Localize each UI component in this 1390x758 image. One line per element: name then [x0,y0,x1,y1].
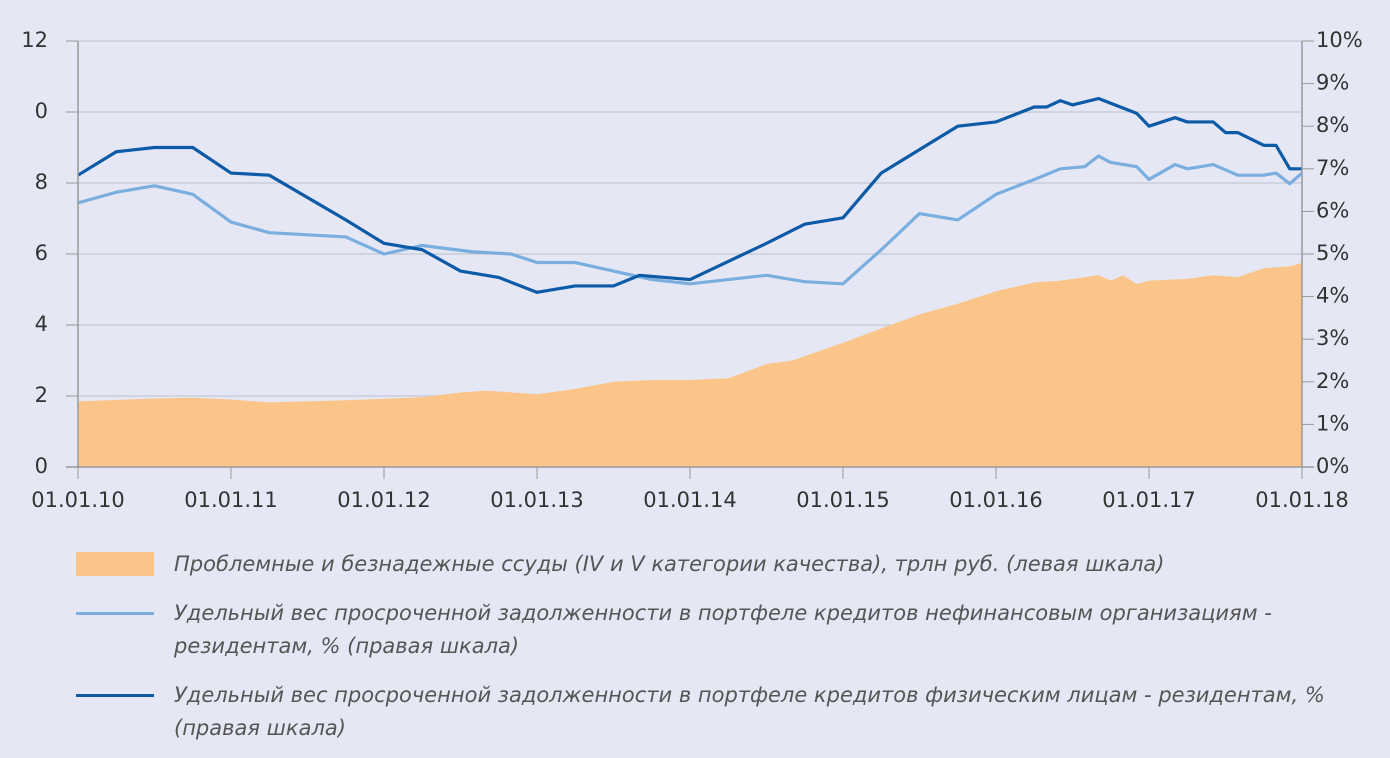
y-tick-label: 0 [35,99,48,123]
legend-item: Проблемные и безнадежные ссуды (IV и V к… [76,548,1336,581]
legend-swatch [76,612,154,615]
y2-tick-label: 1% [1316,411,1349,435]
x-tick-label: 01.01.13 [490,488,584,512]
y-tick-label: 4 [35,312,48,336]
y-tick-label: 2 [35,383,48,407]
legend-swatch [76,552,154,576]
legend-label: Удельный вес просроченной задолженности … [174,683,1325,740]
legend-label: Удельный вес просроченной задолженности … [174,601,1272,658]
line [77,96,1302,294]
x-tick-label: 01.01.16 [949,488,1043,512]
legend-item: Удельный вес просроченной задолженности … [76,597,1336,663]
y-tick-label: 0 [35,454,48,478]
y2-tick-label: 8% [1316,113,1349,137]
y2-tick-label: 7% [1316,156,1349,180]
y2-tick-label: 9% [1316,71,1349,95]
y2-tick-label: 0% [1316,454,1349,478]
y2-tick-label: 4% [1316,284,1349,308]
x-tick-label: 01.01.10 [31,488,125,512]
legend: Проблемные и безнадежные ссуды (IV и V к… [76,548,1336,758]
y2-tick-label: 2% [1316,369,1349,393]
area [78,262,1302,467]
line [77,154,1304,286]
chart: 0 2 4 6 8 0 12 0% 1% 2% 3% 4% 5% 6% 7% 8% 9% 10% 01.01.10 0… [21,28,1363,512]
legend-item: Удельный вес просроченной задолженности … [76,679,1336,745]
y-tick-label: 6 [35,241,48,265]
y-tick-label: 8 [35,170,48,194]
x-tick-label: 01.01.18 [1255,488,1349,512]
y2-tick-label: 6% [1316,198,1349,222]
legend-label: Проблемные и безнадежные ссуды (IV и V к… [174,552,1165,576]
y2-tick-label: 10% [1316,28,1363,52]
y2-tick-label: 5% [1316,241,1349,265]
x-tick-label: 01.01.15 [796,488,890,512]
x-tick-label: 01.01.11 [184,488,278,512]
legend-swatch [76,694,154,697]
x-tick-label: 01.01.14 [643,488,737,512]
y2-tick-label: 3% [1316,326,1349,350]
x-tick-label: 01.01.17 [1102,488,1196,512]
x-tick-label: 01.01.12 [337,488,431,512]
y-tick-label: 12 [21,28,48,52]
